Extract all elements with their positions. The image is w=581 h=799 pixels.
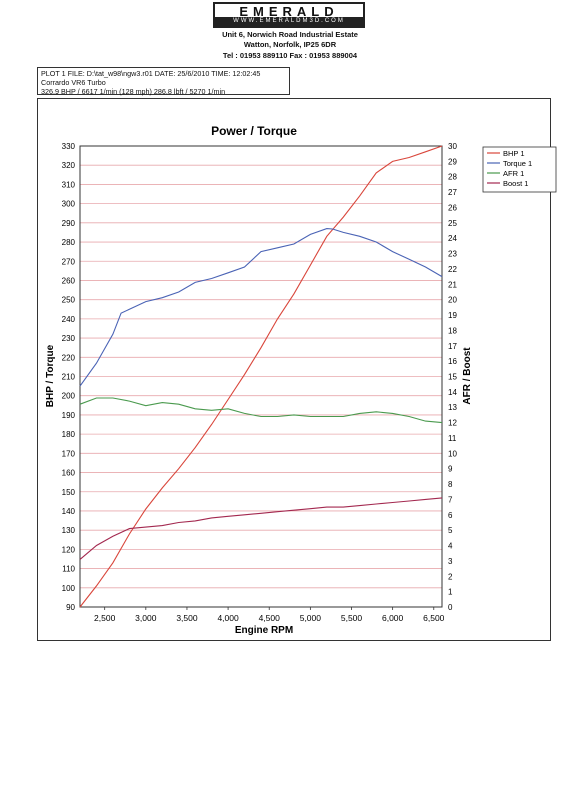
y2-tick-label: 27: [448, 188, 457, 197]
y-tick-label: 130: [62, 526, 76, 535]
y-tick-label: 270: [62, 257, 76, 266]
y-tick-label: 210: [62, 373, 76, 382]
x-tick-label: 4,500: [259, 613, 281, 623]
y-tick-label: 200: [62, 392, 76, 401]
y-tick-label: 90: [66, 603, 75, 612]
logo-wordmark: EMERALD: [239, 4, 339, 19]
y-tick-label: 140: [62, 507, 76, 516]
y-tick-label: 180: [62, 430, 76, 439]
x-tick-label: 6,000: [382, 613, 404, 623]
y2-tick-label: 8: [448, 480, 453, 489]
series-line-boost-1: [79, 497, 443, 560]
x-tick-label: 2,500: [94, 613, 116, 623]
y-tick-label: 110: [62, 565, 75, 574]
y2-axis-label: AFR / Boost: [462, 347, 473, 405]
y-tick-label: 190: [62, 411, 76, 420]
series-line-torque-1: [79, 228, 443, 387]
y-tick-label: 230: [62, 334, 76, 343]
y2-tick-label: 10: [448, 449, 457, 458]
y2-tick-label: 11: [448, 434, 457, 443]
y-tick-label: 240: [62, 315, 76, 324]
y2-tick-label: 7: [448, 495, 453, 504]
y2-tick-label: 13: [448, 403, 457, 412]
address-line-2: Watton, Norfolk, IP25 6DR: [243, 40, 337, 49]
legend-entry: Torque 1: [503, 159, 532, 168]
y2-tick-label: 29: [448, 157, 457, 166]
y-tick-label: 260: [62, 276, 76, 285]
y2-tick-label: 9: [448, 465, 453, 474]
emerald-logo: EMERALD WWW.EMERALDM3D.COM: [213, 2, 365, 28]
y2-tick-label: 16: [448, 357, 457, 366]
y2-tick-label: 2: [448, 572, 453, 581]
y2-tick-label: 24: [448, 234, 457, 243]
vehicle-line: Corrardo VR6 Turbo: [41, 78, 106, 87]
y2-tick-label: 19: [448, 311, 457, 320]
x-tick-label: 5,500: [341, 613, 363, 623]
y-tick-label: 310: [62, 180, 76, 189]
legend-entry: BHP 1: [503, 149, 525, 158]
y-tick-label: 150: [62, 488, 76, 497]
series-lines: [79, 145, 443, 608]
plot-file-line: PLOT 1 FILE: D:\tat_w98\ngw3.r01 DATE: 2…: [41, 69, 261, 78]
contact-line: Tel : 01953 889110 Fax : 01953 889004: [222, 51, 358, 60]
x-tick-label: 5,000: [300, 613, 322, 623]
y2-tick-label: 26: [448, 203, 457, 212]
logo-url: WWW.EMERALDM3D.COM: [215, 17, 363, 26]
y-tick-label: 100: [62, 584, 76, 593]
chart-frame: [37, 98, 551, 641]
y-tick-label: 220: [62, 353, 76, 362]
y2-tick-label: 23: [448, 250, 457, 259]
y2-tick-label: 17: [448, 342, 457, 351]
y2-tick-label: 0: [448, 603, 453, 612]
y2-tick-label: 4: [448, 542, 453, 551]
y2-tick-label: 14: [448, 388, 457, 397]
y2-tick-label: 28: [448, 173, 457, 182]
y2-tick-label: 25: [448, 219, 457, 228]
y-tick-label: 300: [62, 200, 76, 209]
x-axis-label: Engine RPM: [235, 625, 293, 636]
series-line-bhp-1: [79, 145, 443, 608]
y2-tick-label: 30: [448, 142, 457, 151]
plot-area-border: [79, 145, 443, 608]
y2-tick-label: 22: [448, 265, 457, 274]
y-tick-label: 170: [62, 449, 76, 458]
legend-entry: Boost 1: [503, 179, 528, 188]
y2-tick-label: 21: [448, 280, 457, 289]
y-tick-label: 120: [62, 545, 76, 554]
y2-tick-label: 12: [448, 419, 457, 428]
x-tick-label: 3,000: [135, 613, 157, 623]
y2-tick-label: 3: [448, 557, 453, 566]
legend-box: [482, 146, 557, 193]
y-tick-label: 250: [62, 296, 76, 305]
x-tick-label: 4,000: [217, 613, 239, 623]
axes: 9010011012013014015016017018019020021022…: [62, 142, 458, 623]
y-tick-label: 290: [62, 219, 76, 228]
legend-entry: AFR 1: [503, 169, 524, 178]
x-tick-label: 3,500: [176, 613, 198, 623]
y2-tick-label: 6: [448, 511, 453, 520]
y2-tick-label: 5: [448, 526, 453, 535]
y-tick-label: 160: [62, 469, 76, 478]
address-line-1: Unit 6, Norwich Road Industrial Estate: [222, 30, 358, 39]
y2-tick-label: 15: [448, 373, 457, 382]
y-tick-label: 330: [62, 142, 76, 151]
y2-tick-label: 20: [448, 296, 457, 305]
x-tick-label: 6,500: [423, 613, 445, 623]
y-axis-label: BHP / Torque: [45, 344, 56, 407]
chart-title: Power / Torque: [211, 124, 297, 138]
series-line-afr-1: [79, 397, 443, 424]
gridlines: [80, 145, 442, 608]
y-tick-label: 280: [62, 238, 76, 247]
plot-info-box: PLOT 1 FILE: D:\tat_w98\ngw3.r01 DATE: 2…: [37, 67, 290, 96]
peak-values-line: 326.9 BHP / 6617 1/min (128 mph) 286.8 l…: [41, 87, 226, 96]
y2-tick-label: 1: [448, 588, 453, 597]
y2-tick-label: 18: [448, 326, 457, 335]
y-tick-label: 320: [62, 161, 76, 170]
